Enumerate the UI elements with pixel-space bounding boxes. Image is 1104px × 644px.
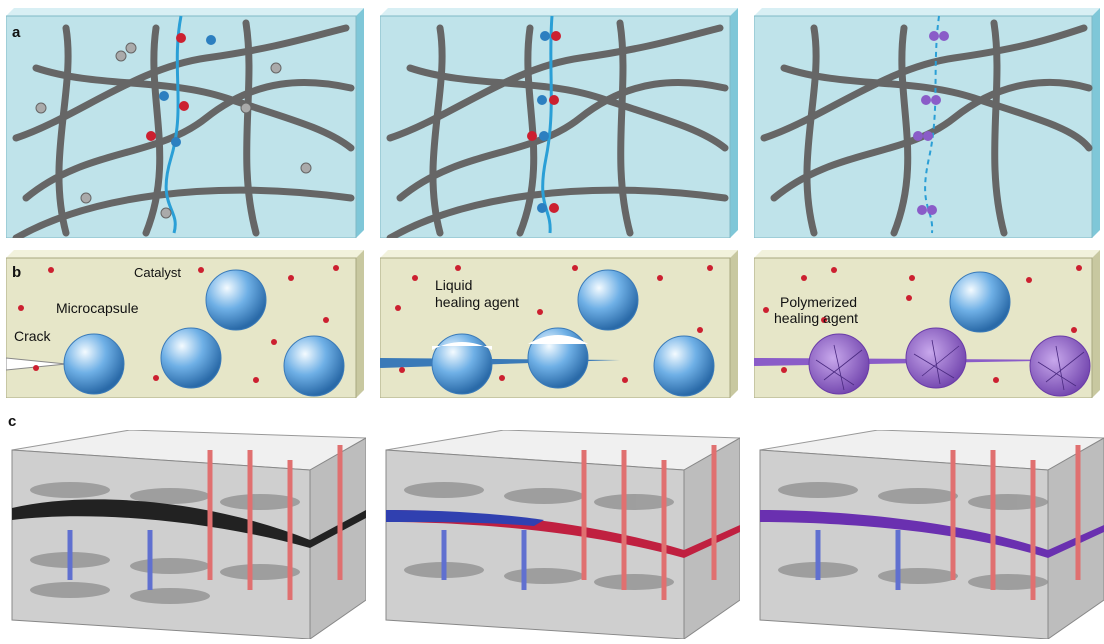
row-c-label: c: [8, 413, 17, 430]
microcapsule-polymerized-illustration: [753, 250, 1100, 399]
panel-c2: [384, 429, 742, 640]
catalyst-label: Catalyst: [134, 265, 181, 280]
polymer-network-crack-illustration: [5, 8, 364, 242]
crack-label: Crack: [14, 328, 51, 344]
polymerized-healing-agent-label-line2: healing agent: [774, 310, 859, 326]
panel-c1: [10, 429, 368, 640]
polymer-network-healed-illustration: [753, 8, 1100, 239]
microcapsule-matrix-crack-illustration: [5, 250, 364, 399]
liquid-healing-agent-label-line2: healing agent: [435, 294, 520, 310]
panel-b3: Polymerized healing agent: [753, 250, 1104, 399]
microcapsule-release-illustration: [379, 250, 738, 399]
vascular-composite-filling-illustration: [385, 429, 742, 640]
panel-b1: b Catalyst Microcapsule Crack: [5, 250, 366, 399]
liquid-healing-agent-label-line1: Liquid: [435, 277, 473, 293]
row-b-label: b: [12, 264, 22, 281]
panel-b2: Liquid healing agent: [379, 250, 740, 399]
panel-c3: [758, 429, 1104, 640]
panel-a2: [379, 8, 740, 242]
row-a-label: a: [12, 24, 21, 41]
panel-a3: [753, 8, 1104, 239]
polymerized-healing-agent-label-line1: Polymerized: [780, 294, 858, 310]
vascular-composite-damaged-illustration: [11, 429, 368, 640]
microcapsule-label: Microcapsule: [56, 300, 139, 316]
panel-a1: a: [5, 8, 366, 242]
vascular-composite-healed-illustration: [759, 429, 1104, 640]
polymer-network-rejoined-illustration: [379, 8, 738, 242]
